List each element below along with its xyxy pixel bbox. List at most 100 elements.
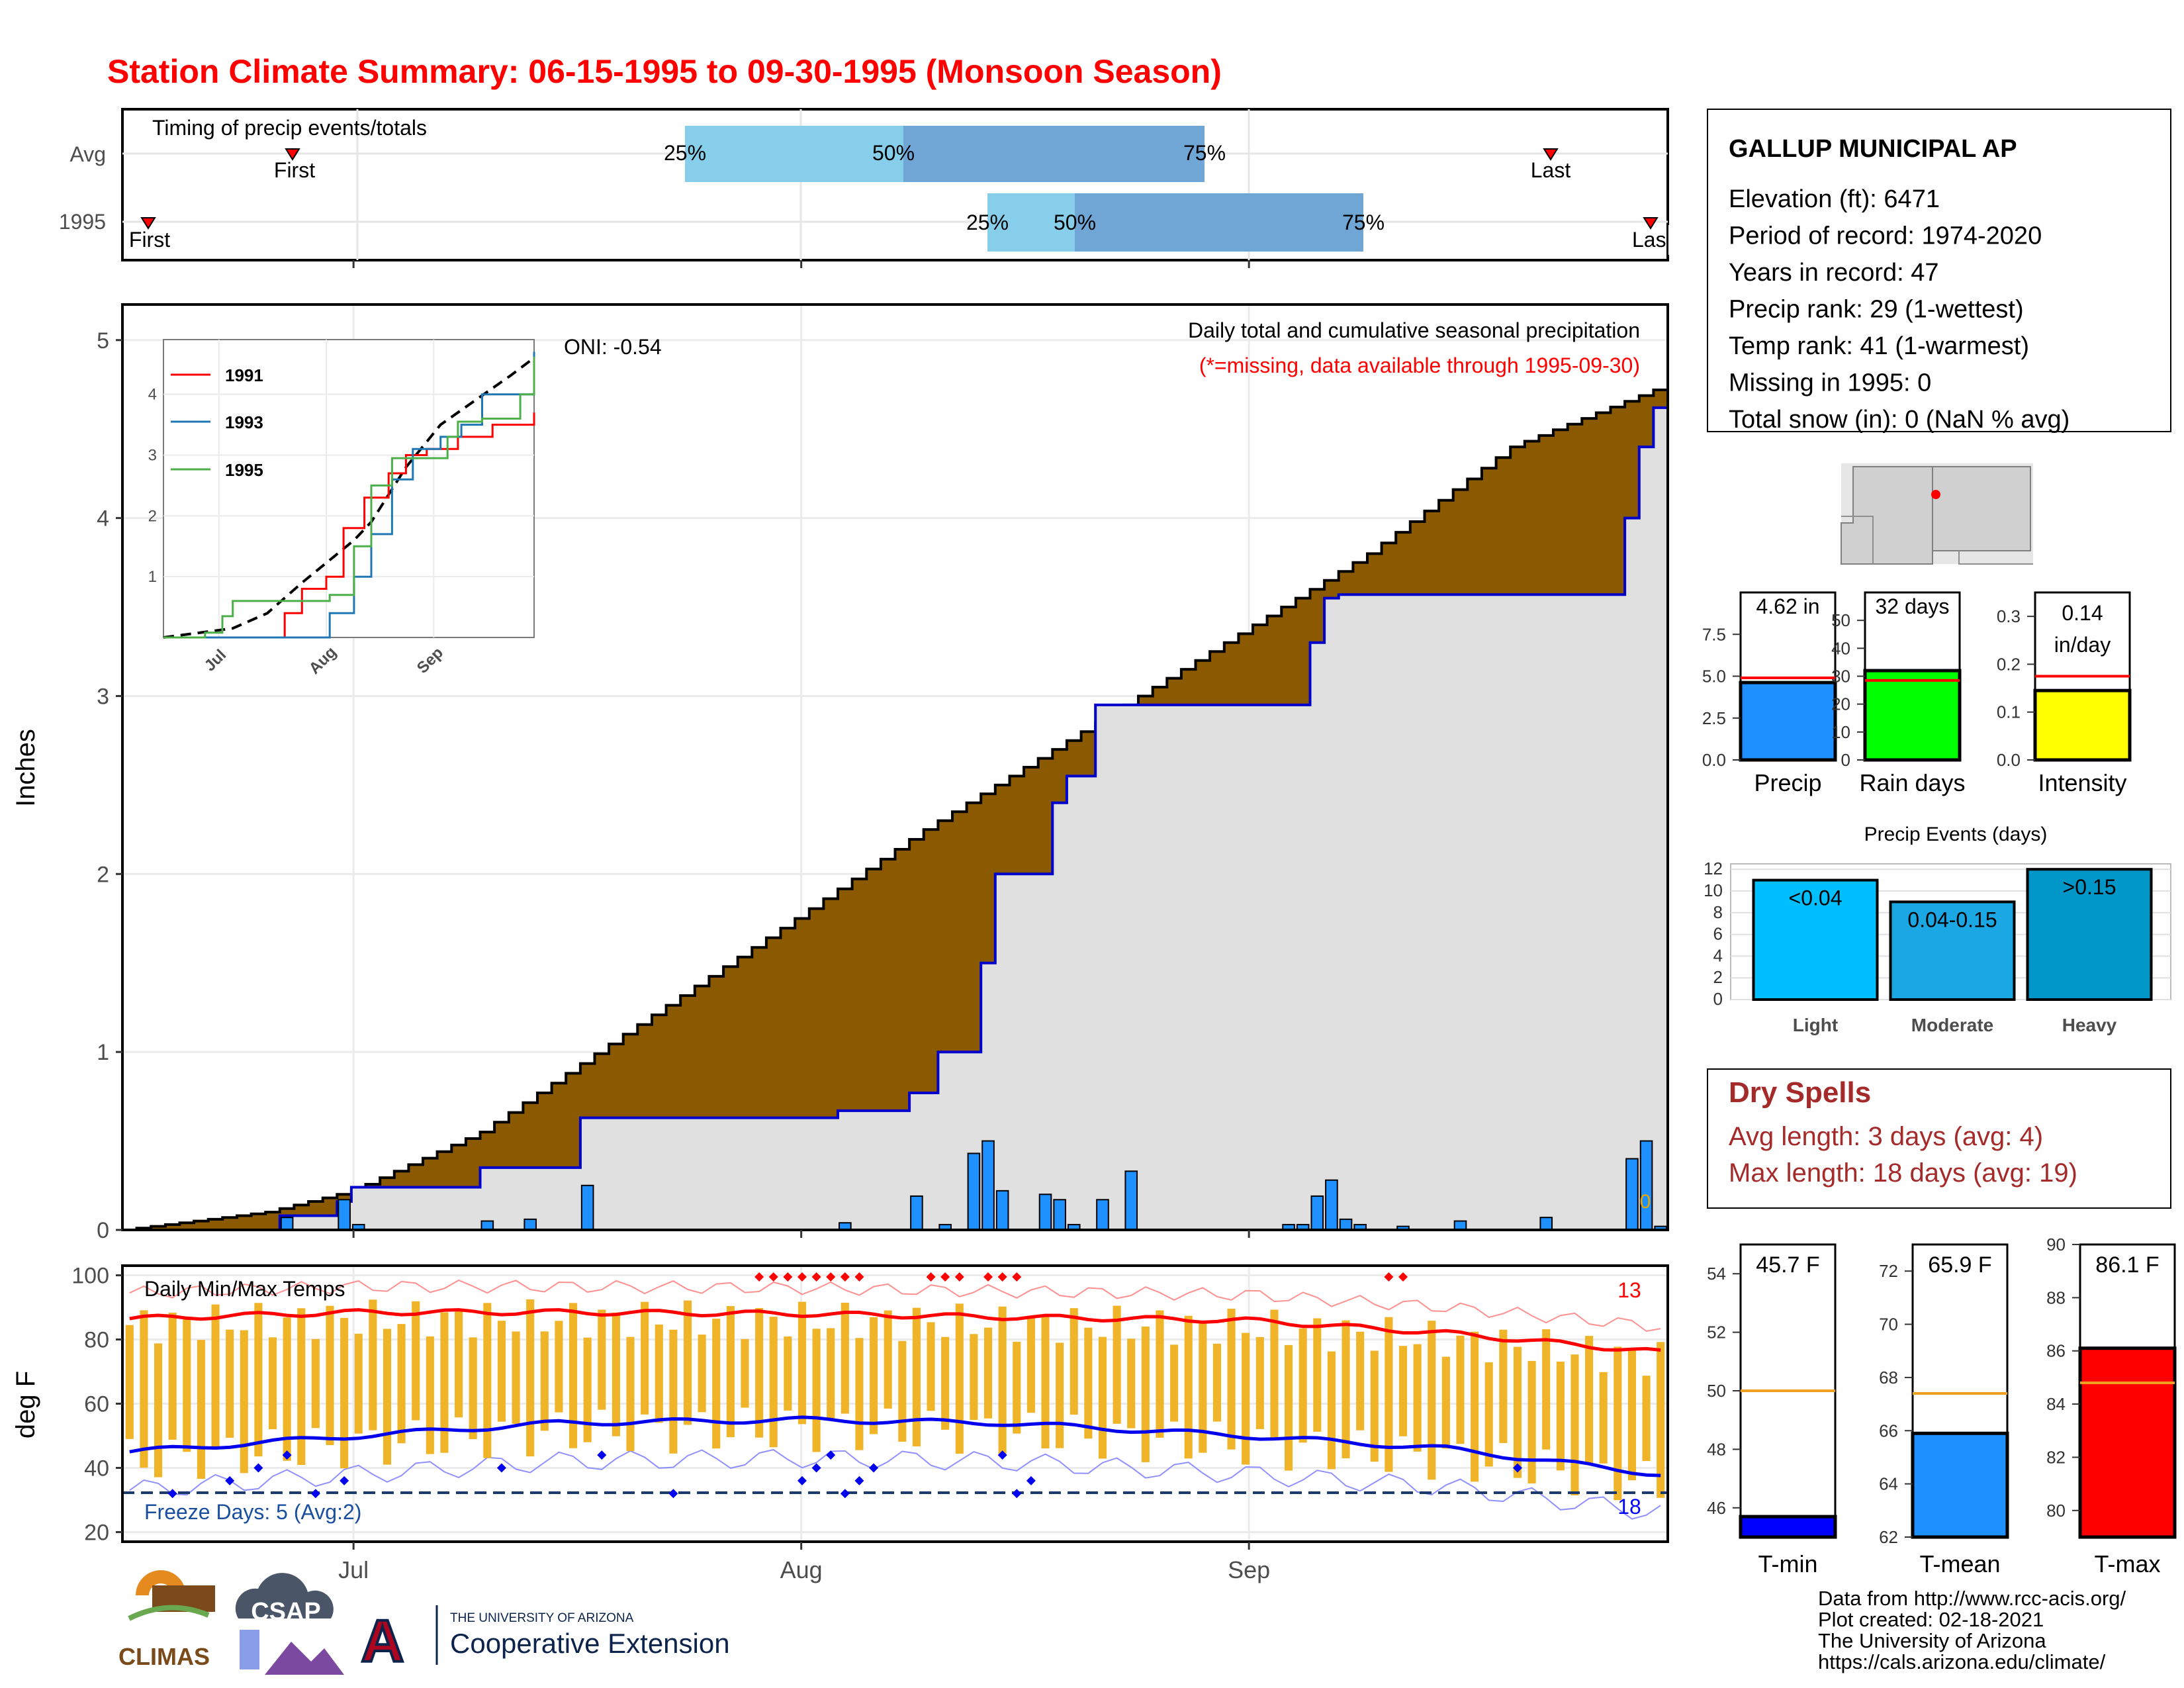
climas-text: CLIMAS [118,1643,210,1670]
temp-range-bar [1199,1321,1207,1453]
figure-title: Station Climate Summary: 06-15-1995 to 0… [107,53,1222,90]
inset-1993-line [163,352,535,639]
record-low-marker [496,1463,506,1473]
temp-bar-tick: 88 [2046,1288,2066,1307]
temp-bar-label: T-min [1758,1550,1818,1577]
temp-record-max-line [129,1279,1661,1333]
events-tick-label: 0 [1713,989,1723,1009]
footer-credits: Data from http://www.rcc-acis.org/Plot c… [1818,1587,2126,1673]
station-info-line: Period of record: 1974-2020 [1729,222,2042,250]
inset-grid [163,340,534,637]
temp-range-bar [1026,1316,1035,1413]
temp-range-bar [1255,1336,1264,1429]
temp-range-bar [1398,1346,1408,1436]
station-box: GALLUP MUNICIPAL AP Elevation (ft): 6471… [1707,109,2171,434]
temp-bar-label: T-mean [1919,1550,2000,1577]
temp-range-bar [1599,1372,1608,1464]
station-info-line: Missing in 1995: 0 [1729,369,1931,397]
daily-precip-bar [1096,1199,1109,1231]
ua-big-text: Cooperative Extension [450,1628,730,1659]
inset-ytick-label: 3 [148,446,157,464]
summary-bar-tick: 0.0 [1702,750,1726,770]
dry-line1: Avg length: 3 days (avg: 4) [1729,1122,2043,1151]
record-high-marker [826,1272,836,1282]
temp-range-bar [827,1328,835,1421]
temp-range-bar [755,1307,764,1438]
climas-river [128,1605,210,1621]
daily-precip-bar [1325,1179,1338,1231]
record-low-marker [668,1489,678,1499]
csap-mountains [265,1642,344,1675]
temp-count-cold: 18 [1617,1495,1641,1519]
record-high-marker [926,1272,936,1282]
temp-bar-tick: 48 [1707,1439,1726,1459]
temp-bar-tick: 84 [2046,1394,2066,1414]
footer-line: The University of Arizona [1818,1629,2046,1652]
temp-range-bar [1513,1346,1522,1478]
temp-range-bar [211,1304,220,1447]
csap-logo: CSAP [235,1573,344,1675]
precip-ytick-label: 1 [97,1040,109,1065]
inset-legend-1995: 1995 [225,460,263,480]
record-low-marker [997,1450,1007,1460]
dry-frame [1707,1068,2171,1209]
record-high-marker [768,1272,778,1282]
temp-record-min-line [129,1448,1661,1520]
avg-p75: 75% [1183,141,1226,165]
temp-range-bar [941,1336,950,1430]
record-high-marker [954,1272,964,1282]
station-info-line: Precip rank: 29 (1-wettest) [1729,296,2024,324]
ua-logo: A THE UNIVERSITY OF ARIZONA Cooperative … [360,1605,730,1676]
temp-range-bar [612,1312,620,1436]
summary-bar-tick: 0.2 [1997,654,2021,674]
avg-first-label: First [274,158,315,182]
temp-range-bar [955,1303,964,1454]
temp-range-bar [369,1299,377,1430]
temp-range-bar [1428,1321,1436,1480]
avg-last-marker [1543,148,1559,161]
record-high-marker [840,1272,850,1282]
events-title: Precip Events (days) [1864,823,2048,845]
events-bar-heavy [2026,868,2153,1001]
record-low-marker [597,1450,607,1460]
temp-ytick-label: 40 [84,1456,109,1481]
record-low-marker [310,1489,320,1499]
dry-title: Dry Spells [1729,1076,1871,1109]
events-tick-label: 4 [1713,945,1723,965]
record-high-marker [1384,1272,1394,1282]
temp-range-bar [1170,1344,1179,1422]
temp-range-bar [641,1301,649,1415]
temp-ytick-label: 60 [84,1392,109,1417]
summary-bar-value-unit: in/day [2054,633,2111,657]
temp-range-bar [1413,1344,1422,1452]
precip-annotation: Daily total and cumulative seasonal prec… [1188,318,1640,342]
daily-precip-bar [967,1152,981,1231]
temp-bar-value: 86.1 F [2095,1252,2159,1278]
temp-range-bar [426,1336,434,1454]
precip-ytick-label: 5 [97,328,109,353]
record-high-marker [1398,1272,1408,1282]
daily-precip-bar [1625,1158,1639,1231]
inset-legend-1991: 1991 [225,365,263,385]
temp-y-axis: 20 40 60 80 100 [71,1264,122,1545]
temp-range-bar [884,1310,892,1409]
events-tick-label: 2 [1713,967,1723,987]
temp-bar-t-max [2078,1346,2177,1539]
summary-bar-tick: 10 [1831,722,1850,742]
record-low-marker [1512,1463,1522,1473]
temp-max-avg-line [129,1308,1661,1352]
temp-range-bar [598,1309,606,1410]
temp-range-bar [283,1317,291,1461]
temp-bar-tick: 50 [1707,1381,1726,1401]
csap-rain [240,1630,259,1669]
daily-precip-bar [280,1217,294,1231]
temp-bar-tick: 46 [1707,1498,1726,1518]
temp-range-bar [1556,1361,1565,1471]
avg-box-light [685,126,903,182]
temp-range-bar [1212,1343,1222,1422]
inset-bg [163,339,535,638]
record-high-marker [797,1272,807,1282]
ua-a-mark: A [361,1609,404,1675]
temp-range-bar [183,1319,191,1452]
